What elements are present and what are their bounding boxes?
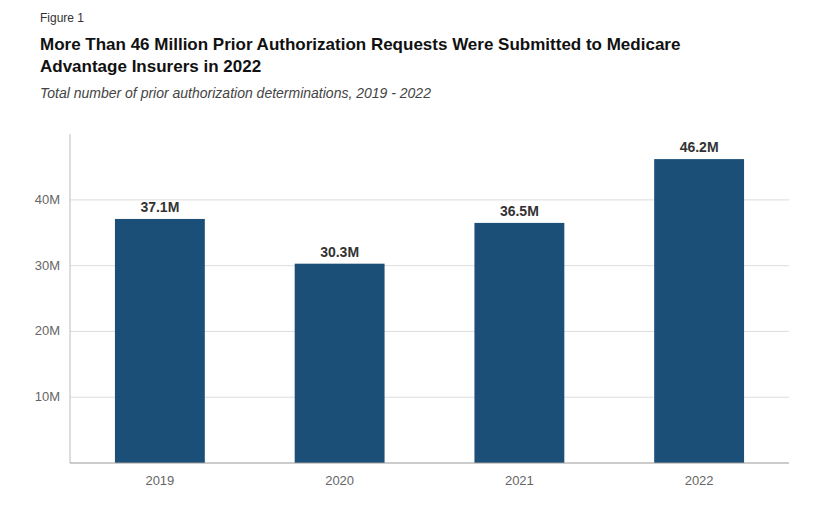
- background: [0, 0, 814, 508]
- title-line: More Than 46 Million Prior Authorization…: [40, 35, 680, 54]
- figure-label: Figure 1: [40, 11, 84, 25]
- y-axis-line: [70, 134, 71, 463]
- y-tick-label: 40M: [35, 192, 60, 207]
- x-tick-label: 2021: [505, 473, 534, 488]
- y-tick-label: 20M: [35, 323, 60, 338]
- data-label: 36.5M: [500, 203, 539, 219]
- y-tick-label: 30M: [35, 258, 60, 273]
- bar: [295, 264, 385, 463]
- chart-container: Figure 1 More Than 46 Million Prior Autho…: [0, 0, 814, 508]
- y-tick-label: 10M: [35, 389, 60, 404]
- x-tick-label: 2022: [685, 473, 714, 488]
- chart-svg: Figure 1 More Than 46 Million Prior Autho…: [0, 0, 814, 508]
- title: More Than 46 Million Prior Authorization…: [40, 35, 680, 76]
- x-axis-line: [70, 463, 789, 464]
- data-label: 37.1M: [140, 199, 179, 215]
- x-tick-label: 2019: [145, 473, 174, 488]
- data-label: 46.2M: [680, 139, 719, 155]
- bars: [115, 159, 744, 463]
- title-line: Advantage Insurers in 2022: [40, 57, 261, 76]
- subtitle: Total number of prior authorization dete…: [40, 85, 431, 101]
- x-tick-label: 2020: [325, 473, 354, 488]
- bar: [474, 223, 564, 463]
- bar: [654, 159, 744, 463]
- data-label: 30.3M: [320, 244, 359, 260]
- bar: [115, 219, 205, 463]
